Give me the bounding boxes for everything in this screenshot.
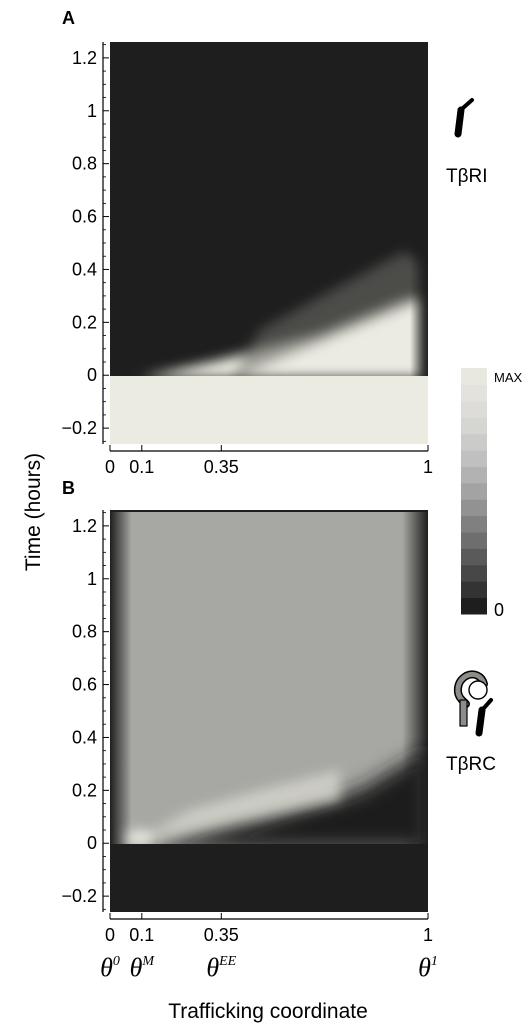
theta-base: θ [418,953,431,982]
x-tick-label: 0.1 [129,457,154,477]
colorbar-step [461,515,487,533]
colorbar-step [461,384,487,402]
theta-superscript: 0 [113,954,120,969]
theta-label: θEE [206,953,236,982]
species-label-a: TβRI [446,166,488,187]
y-tick-label: 1 [87,101,97,121]
tbri-icon [454,98,474,138]
colorbar-step [461,548,487,566]
y-tick-label: 0.2 [72,312,97,332]
colorbar [461,368,487,615]
colorbar-step [461,499,487,517]
x-tick-label: 1 [423,925,433,945]
colorbar-step [461,433,487,451]
tbrc-icon [453,670,493,737]
panel-label-a: A [62,8,75,28]
y-tick-label: 1 [87,569,97,589]
colorbar-step [461,532,487,549]
heatmap-a [110,42,428,444]
colorbar-step [461,597,487,615]
colorbar-step [461,417,487,435]
colorbar-step [461,466,487,484]
x-tick-label: 0.1 [129,925,154,945]
y-tick-label: 1.2 [72,516,97,536]
colorbar-step [461,450,487,467]
y-tick-label: 1.2 [72,48,97,68]
colorbar-step [461,400,487,418]
y-axis-label: Time (hours) [22,453,45,571]
y-tick-label: 0 [87,365,97,385]
y-tick-label: 0.4 [72,259,97,279]
theta-superscript: EE [218,954,237,969]
colorbar-min-label: 0 [494,600,504,620]
y-tick-label: 0.4 [72,727,97,747]
axes-a: −0.2 0 0.2 0.4 0.6 0.8 1 1.2 0 0.1 0.35 1 [61,42,433,477]
x-axis-label: Trafficking coordinate [168,1000,368,1023]
y-tick-label: −0.2 [61,886,97,906]
axes-b: −0.2 0 0.2 0.4 0.6 0.8 1 1.2 0 0.1 0.35 1 [61,510,433,945]
x-tick-label: 1 [423,457,433,477]
y-tick-label: 0.6 [72,207,97,227]
x-tick-label: 0 [105,457,115,477]
y-tick-label: 0 [87,833,97,853]
y-tick-label: 0.8 [72,622,97,642]
species-label-b: TβRC [446,754,496,775]
colorbar-step [461,368,487,385]
colorbar-step [461,564,487,582]
colorbar-step [461,482,487,500]
theta-base: θ [130,953,143,982]
theta-label: θM [130,953,156,982]
panel-label-b: B [62,478,75,498]
y-tick-label: 0.6 [72,675,97,695]
theta-base: θ [100,953,113,982]
x-tick-label: 0.35 [204,457,239,477]
x-tick-label: 0.35 [204,925,239,945]
theta-superscript: M [141,954,155,969]
compartment-labels: θ0 θM θEE θ1 [100,953,438,982]
heatmap-b [110,510,428,912]
colorbar-step [461,581,487,599]
theta-label: θ1 [418,953,438,982]
theta-base: θ [206,953,219,982]
y-tick-label: 0.2 [72,780,97,800]
theta-superscript: 1 [431,954,438,969]
y-tick-label: 0.8 [72,154,97,174]
y-tick-label: −0.2 [61,418,97,438]
x-tick-label: 0 [105,925,115,945]
colorbar-max-label: MAX [494,370,523,385]
theta-label: θ0 [100,953,120,982]
